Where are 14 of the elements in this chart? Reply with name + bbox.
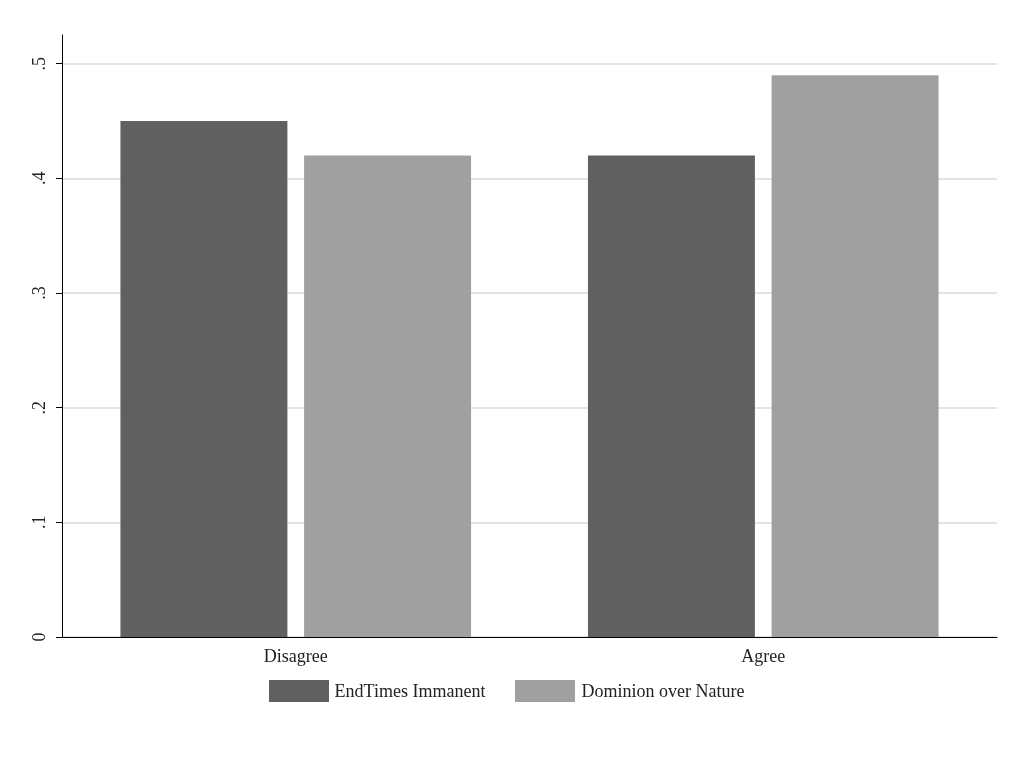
- y-tick-label: .3: [29, 286, 49, 300]
- legend-label: Dominion over Nature: [581, 680, 745, 702]
- y-tick-label: .5: [29, 56, 49, 71]
- bar: [771, 75, 939, 637]
- bar: [120, 121, 288, 637]
- bar: [587, 155, 755, 637]
- y-tick-label: .4: [29, 171, 49, 186]
- legend-label: EndTimes Immanent: [334, 680, 486, 702]
- x-tick-label: Disagree: [263, 646, 328, 666]
- x-tick-label: Agree: [741, 646, 786, 666]
- y-tick-label: .2: [29, 400, 49, 415]
- y-tick-label: 0: [29, 632, 49, 642]
- y-tick-label: .1: [29, 515, 49, 530]
- bar: [304, 155, 472, 637]
